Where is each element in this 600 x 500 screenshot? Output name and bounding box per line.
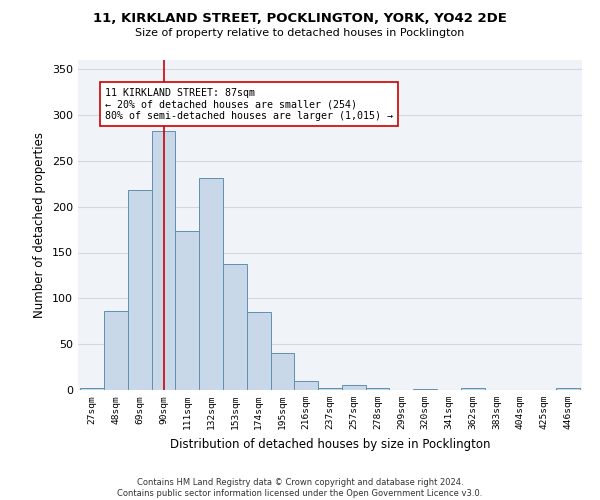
Bar bbox=[247, 312, 271, 390]
Bar bbox=[80, 388, 104, 390]
Bar bbox=[342, 386, 365, 390]
Bar bbox=[199, 178, 223, 390]
Bar bbox=[104, 311, 128, 390]
Bar bbox=[413, 389, 437, 390]
Y-axis label: Number of detached properties: Number of detached properties bbox=[34, 132, 46, 318]
Bar bbox=[365, 388, 389, 390]
Bar bbox=[223, 264, 247, 390]
Bar bbox=[461, 388, 485, 390]
Bar bbox=[128, 190, 152, 390]
Bar bbox=[295, 381, 318, 390]
Text: Size of property relative to detached houses in Pocklington: Size of property relative to detached ho… bbox=[136, 28, 464, 38]
Text: 11, KIRKLAND STREET, POCKLINGTON, YORK, YO42 2DE: 11, KIRKLAND STREET, POCKLINGTON, YORK, … bbox=[93, 12, 507, 26]
Bar bbox=[556, 388, 580, 390]
Text: 11 KIRKLAND STREET: 87sqm
← 20% of detached houses are smaller (254)
80% of semi: 11 KIRKLAND STREET: 87sqm ← 20% of detac… bbox=[106, 88, 394, 120]
Bar bbox=[152, 130, 175, 390]
Text: Contains HM Land Registry data © Crown copyright and database right 2024.
Contai: Contains HM Land Registry data © Crown c… bbox=[118, 478, 482, 498]
Bar bbox=[271, 354, 295, 390]
Bar bbox=[175, 230, 199, 390]
Bar bbox=[318, 388, 342, 390]
X-axis label: Distribution of detached houses by size in Pocklington: Distribution of detached houses by size … bbox=[170, 438, 490, 450]
